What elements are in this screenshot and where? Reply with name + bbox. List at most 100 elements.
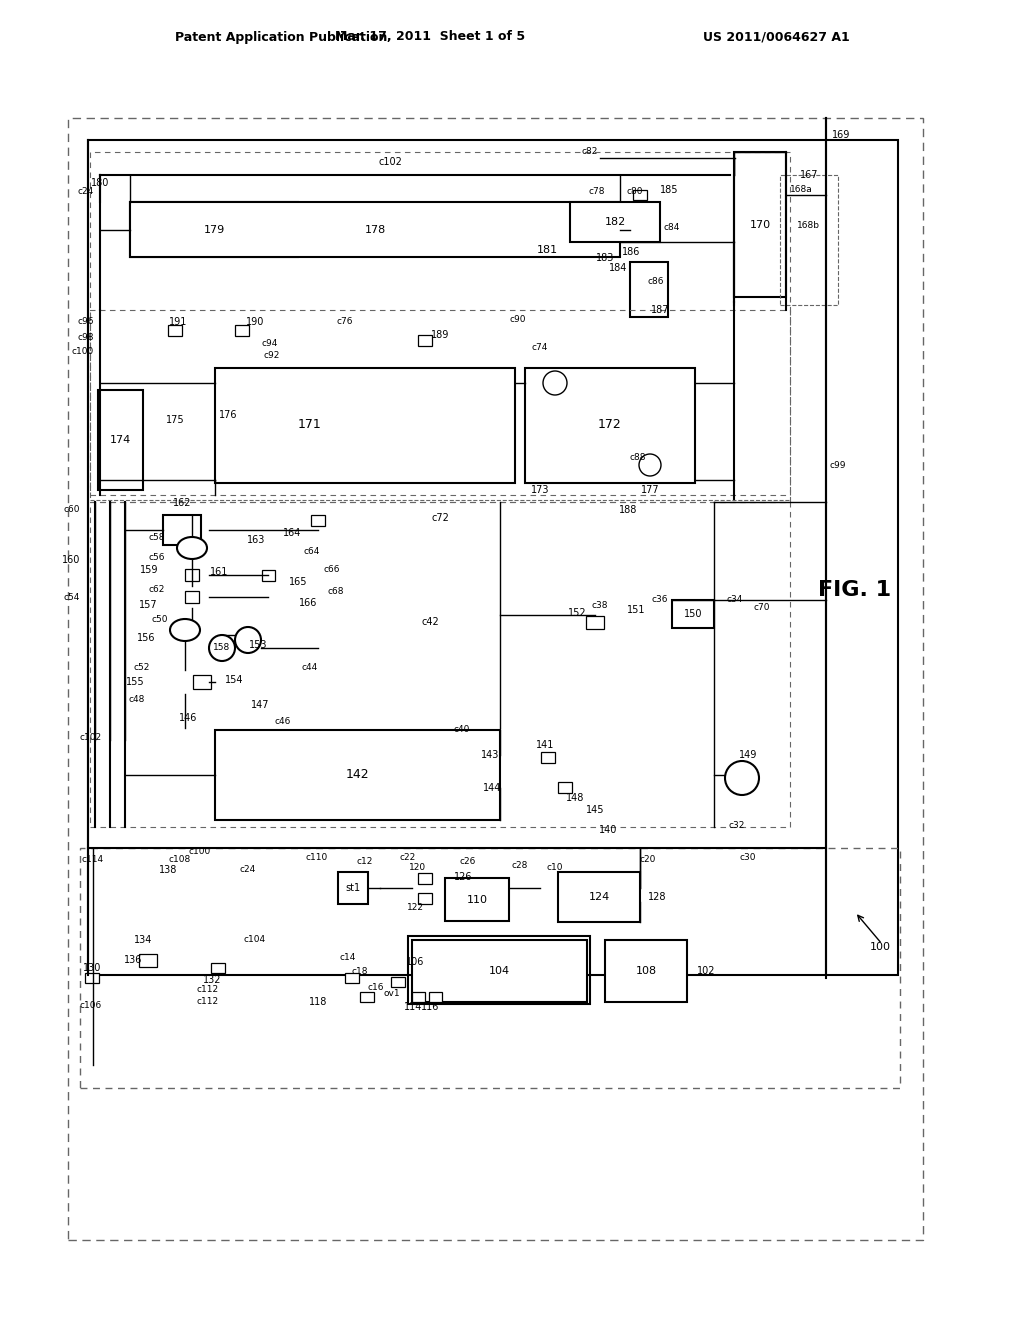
- Text: c96: c96: [78, 318, 94, 326]
- Text: 156: 156: [136, 634, 155, 643]
- Text: 148: 148: [566, 793, 584, 803]
- Text: 162: 162: [173, 498, 191, 508]
- Bar: [558, 781, 572, 792]
- Bar: [85, 973, 99, 983]
- Bar: [360, 993, 374, 1002]
- Text: c100: c100: [72, 347, 94, 356]
- Bar: [780, 176, 838, 305]
- Bar: [139, 953, 157, 966]
- Bar: [215, 368, 515, 483]
- Text: 126: 126: [454, 873, 472, 882]
- Text: 114: 114: [403, 1002, 422, 1012]
- Text: 158: 158: [213, 644, 230, 652]
- Bar: [80, 847, 900, 1088]
- Text: c26: c26: [460, 858, 476, 866]
- Bar: [88, 140, 898, 975]
- Text: 186: 186: [622, 247, 640, 257]
- Text: 191: 191: [169, 317, 187, 327]
- Text: 143: 143: [481, 750, 499, 760]
- Text: 183: 183: [596, 253, 614, 263]
- Bar: [428, 993, 441, 1002]
- Text: 170: 170: [750, 220, 771, 230]
- Text: 187: 187: [650, 305, 670, 315]
- Text: c54: c54: [63, 594, 80, 602]
- Bar: [412, 993, 425, 1002]
- Bar: [605, 940, 687, 1002]
- Text: c62: c62: [148, 586, 165, 594]
- Circle shape: [543, 371, 567, 395]
- Text: 157: 157: [139, 601, 158, 610]
- Bar: [418, 873, 432, 883]
- Text: c14: c14: [340, 953, 356, 962]
- Bar: [418, 892, 432, 903]
- Text: 168b: 168b: [797, 220, 820, 230]
- Bar: [734, 152, 786, 297]
- Text: 168a: 168a: [790, 186, 813, 194]
- Text: 169: 169: [831, 129, 850, 140]
- Text: 104: 104: [488, 966, 510, 975]
- Text: 128: 128: [648, 892, 667, 902]
- Text: c99: c99: [830, 461, 847, 470]
- Text: 100: 100: [870, 942, 891, 952]
- Circle shape: [725, 762, 759, 795]
- Text: 171: 171: [298, 418, 322, 432]
- Text: 116: 116: [421, 1002, 439, 1012]
- Text: c42: c42: [421, 616, 439, 627]
- Text: Mar. 17, 2011  Sheet 1 of 5: Mar. 17, 2011 Sheet 1 of 5: [335, 30, 525, 44]
- Bar: [412, 940, 587, 1002]
- Text: c92: c92: [264, 351, 281, 359]
- Text: c32: c32: [729, 821, 745, 829]
- Bar: [541, 751, 555, 763]
- Ellipse shape: [177, 537, 207, 558]
- Bar: [68, 117, 923, 1239]
- Text: 136: 136: [124, 954, 142, 965]
- Text: c18: c18: [352, 968, 369, 977]
- Text: c20: c20: [640, 855, 656, 865]
- Text: 146: 146: [179, 713, 198, 723]
- Text: 110: 110: [467, 895, 487, 906]
- Text: 124: 124: [589, 892, 609, 902]
- Text: c106: c106: [80, 1001, 102, 1010]
- Bar: [408, 936, 590, 1005]
- Bar: [558, 873, 640, 921]
- Text: 106: 106: [406, 957, 424, 968]
- Bar: [130, 202, 298, 257]
- Text: c12: c12: [356, 858, 373, 866]
- Text: c86: c86: [648, 277, 665, 286]
- Text: 163: 163: [247, 535, 265, 545]
- Text: 140: 140: [599, 825, 617, 836]
- Bar: [98, 389, 143, 490]
- Text: 159: 159: [139, 565, 158, 576]
- Bar: [345, 973, 359, 983]
- Text: c22: c22: [400, 854, 416, 862]
- Text: 165: 165: [289, 577, 307, 587]
- Bar: [525, 368, 695, 483]
- Text: c112: c112: [197, 986, 219, 994]
- Bar: [90, 310, 790, 495]
- Text: c58: c58: [148, 532, 165, 541]
- Text: 132: 132: [203, 975, 221, 985]
- Text: c68: c68: [328, 587, 344, 597]
- Text: c100: c100: [188, 847, 211, 857]
- Text: c108: c108: [169, 855, 191, 865]
- Text: c88: c88: [630, 454, 646, 462]
- Bar: [586, 615, 604, 628]
- Text: 154: 154: [225, 675, 244, 685]
- Text: c90: c90: [510, 315, 526, 325]
- Text: 166: 166: [299, 598, 317, 609]
- Circle shape: [234, 627, 261, 653]
- Text: 180: 180: [91, 178, 110, 187]
- Text: c24: c24: [78, 187, 94, 197]
- Text: c78: c78: [589, 187, 605, 197]
- Bar: [418, 334, 432, 346]
- Text: 184: 184: [609, 263, 627, 273]
- Text: 118: 118: [309, 997, 328, 1007]
- Text: c102: c102: [80, 734, 102, 742]
- Text: FIG. 1: FIG. 1: [818, 579, 892, 601]
- Ellipse shape: [170, 619, 200, 642]
- Text: c114: c114: [82, 855, 104, 865]
- Text: 164: 164: [283, 528, 301, 539]
- Text: 102: 102: [696, 966, 715, 975]
- Text: US 2011/0064627 A1: US 2011/0064627 A1: [703, 30, 850, 44]
- Bar: [261, 569, 274, 581]
